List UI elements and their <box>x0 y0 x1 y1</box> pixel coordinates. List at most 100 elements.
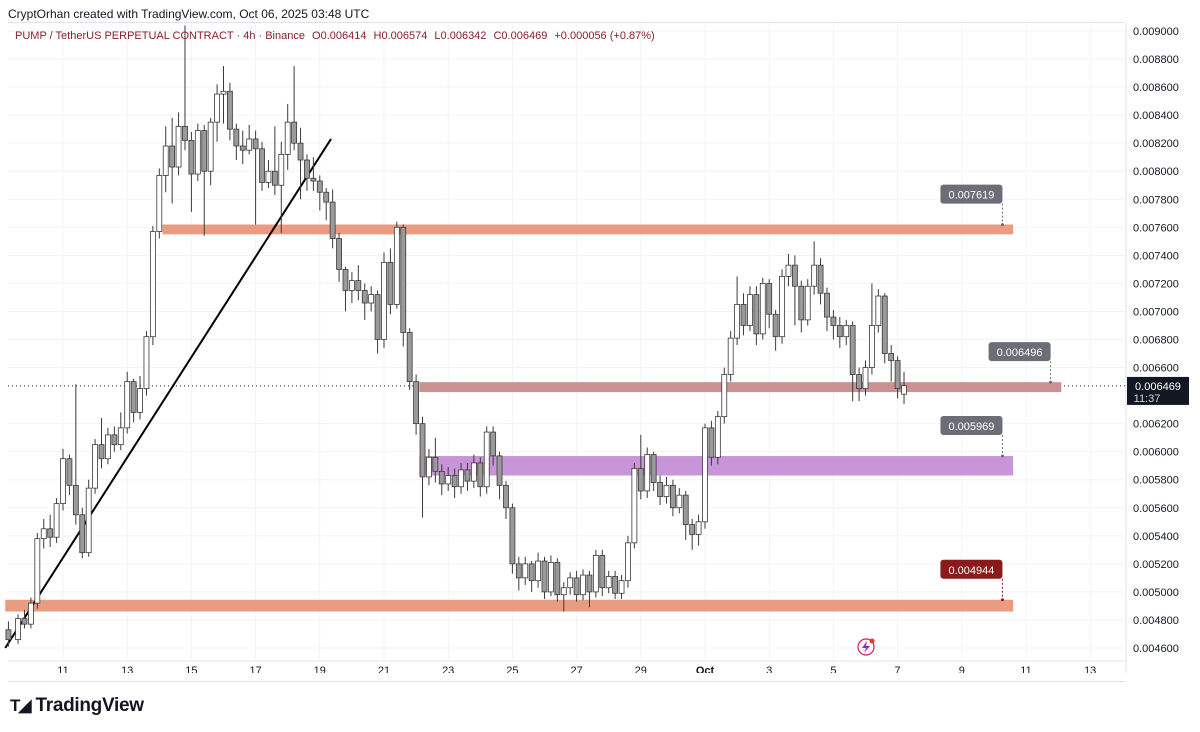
candle-body <box>156 175 163 232</box>
candle-body <box>207 121 214 172</box>
x-tick-label: 27 <box>570 665 582 673</box>
candle-body <box>894 360 901 389</box>
candle-body <box>881 295 888 354</box>
candle-body <box>811 264 818 287</box>
candle <box>888 345 895 382</box>
candle <box>21 610 28 629</box>
candle-body <box>304 159 310 179</box>
candle <box>182 25 188 151</box>
ohlc-high: H0.006574 <box>373 30 428 42</box>
candle-body <box>548 562 554 593</box>
candle-body <box>162 145 169 176</box>
candle <box>143 331 150 396</box>
candle-body <box>798 285 805 321</box>
candle <box>483 426 490 494</box>
candle <box>682 490 689 541</box>
candle <box>721 367 728 424</box>
y-tick-label: 0.008000 <box>1133 166 1179 178</box>
candle <box>259 141 265 191</box>
candle <box>310 157 317 191</box>
candle-body <box>573 577 580 596</box>
alert-bolt-glyph <box>862 641 870 653</box>
candle-body <box>535 560 541 582</box>
candle <box>233 123 240 161</box>
y-tick-label: 0.008800 <box>1133 54 1179 66</box>
candle <box>438 464 445 496</box>
candle <box>284 103 291 170</box>
candle <box>194 123 201 182</box>
candle-body <box>689 524 696 535</box>
candle-body <box>297 142 304 161</box>
x-tick-label: 29 <box>635 665 647 673</box>
alert-bolt-dot <box>869 638 875 644</box>
candle-body <box>721 374 728 418</box>
candle-body <box>464 469 471 482</box>
candle <box>592 549 599 598</box>
candle <box>72 384 79 525</box>
candle-body <box>560 587 567 596</box>
candle-body <box>753 294 760 335</box>
ohlc-change: +0.000056 (+0.87%) <box>554 30 655 42</box>
candle-body <box>625 542 631 582</box>
candle-body <box>361 290 368 304</box>
candle-body <box>47 528 54 538</box>
x-tick-label: 19 <box>314 665 326 673</box>
candle-body <box>637 468 644 492</box>
candle <box>451 468 458 498</box>
candle-body <box>580 574 586 596</box>
candle-body <box>663 484 670 497</box>
candle <box>708 420 715 466</box>
candle <box>657 475 663 505</box>
candle <box>605 570 612 594</box>
candle-body <box>92 444 98 489</box>
chart-frame[interactable]: 0.009000 0.008800 0.008600 0.008400 0.008200… <box>4 22 1189 682</box>
candle <box>503 481 509 519</box>
candle <box>381 252 387 348</box>
y-tick-label: 0.005200 <box>1133 559 1179 571</box>
y-tick-label: 0.005400 <box>1133 531 1179 543</box>
candle <box>824 287 830 332</box>
candle <box>458 462 464 494</box>
candle-body <box>15 618 21 640</box>
candle <box>149 225 156 346</box>
candle <box>791 255 798 326</box>
tradingview-footer[interactable]: T◢ TradingView <box>10 695 144 717</box>
candle <box>830 310 837 340</box>
x-tick-label: 9 <box>959 665 965 673</box>
candle-body <box>676 494 683 509</box>
candle <box>393 221 400 309</box>
candle-body <box>284 121 291 155</box>
pivot-zone-price-tag: 0.006496 <box>988 342 1053 384</box>
candle <box>849 321 856 402</box>
y-tick-label: 0.004800 <box>1133 615 1179 627</box>
price-tag-label: 0.007619 <box>948 190 994 202</box>
candle <box>727 331 734 382</box>
candle <box>246 124 253 155</box>
candle <box>663 476 670 504</box>
candle <box>875 289 882 333</box>
candle <box>541 556 548 599</box>
candle-body <box>445 475 452 485</box>
candle <box>387 248 394 315</box>
candle-body <box>586 574 593 593</box>
x-tick-label: 21 <box>378 665 390 673</box>
candle <box>342 266 349 312</box>
x-tick-label: 11 <box>1020 665 1031 673</box>
candle <box>779 269 785 344</box>
candle <box>426 448 432 486</box>
candle-body <box>515 563 522 579</box>
candle-body <box>747 294 753 326</box>
candle-body <box>740 304 747 326</box>
candle <box>464 462 471 491</box>
candle-body <box>246 138 253 151</box>
y-tick-label: 0.006000 <box>1133 447 1179 459</box>
candle <box>772 310 779 351</box>
candle-body <box>779 275 785 338</box>
price-chart[interactable]: 0.009000 0.008800 0.008600 0.008400 0.008200… <box>0 1 1192 673</box>
candle <box>625 535 631 588</box>
candle <box>188 131 195 212</box>
candle-body <box>817 264 824 294</box>
candle-body <box>470 462 477 482</box>
candle-body <box>201 130 208 172</box>
